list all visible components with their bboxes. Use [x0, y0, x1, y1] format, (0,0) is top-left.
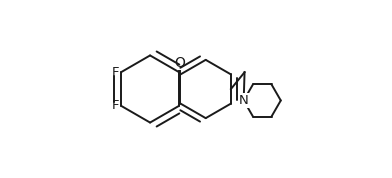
Text: F: F [111, 66, 119, 79]
Text: F: F [111, 99, 119, 112]
Text: N: N [239, 94, 249, 107]
Text: O: O [174, 56, 185, 70]
